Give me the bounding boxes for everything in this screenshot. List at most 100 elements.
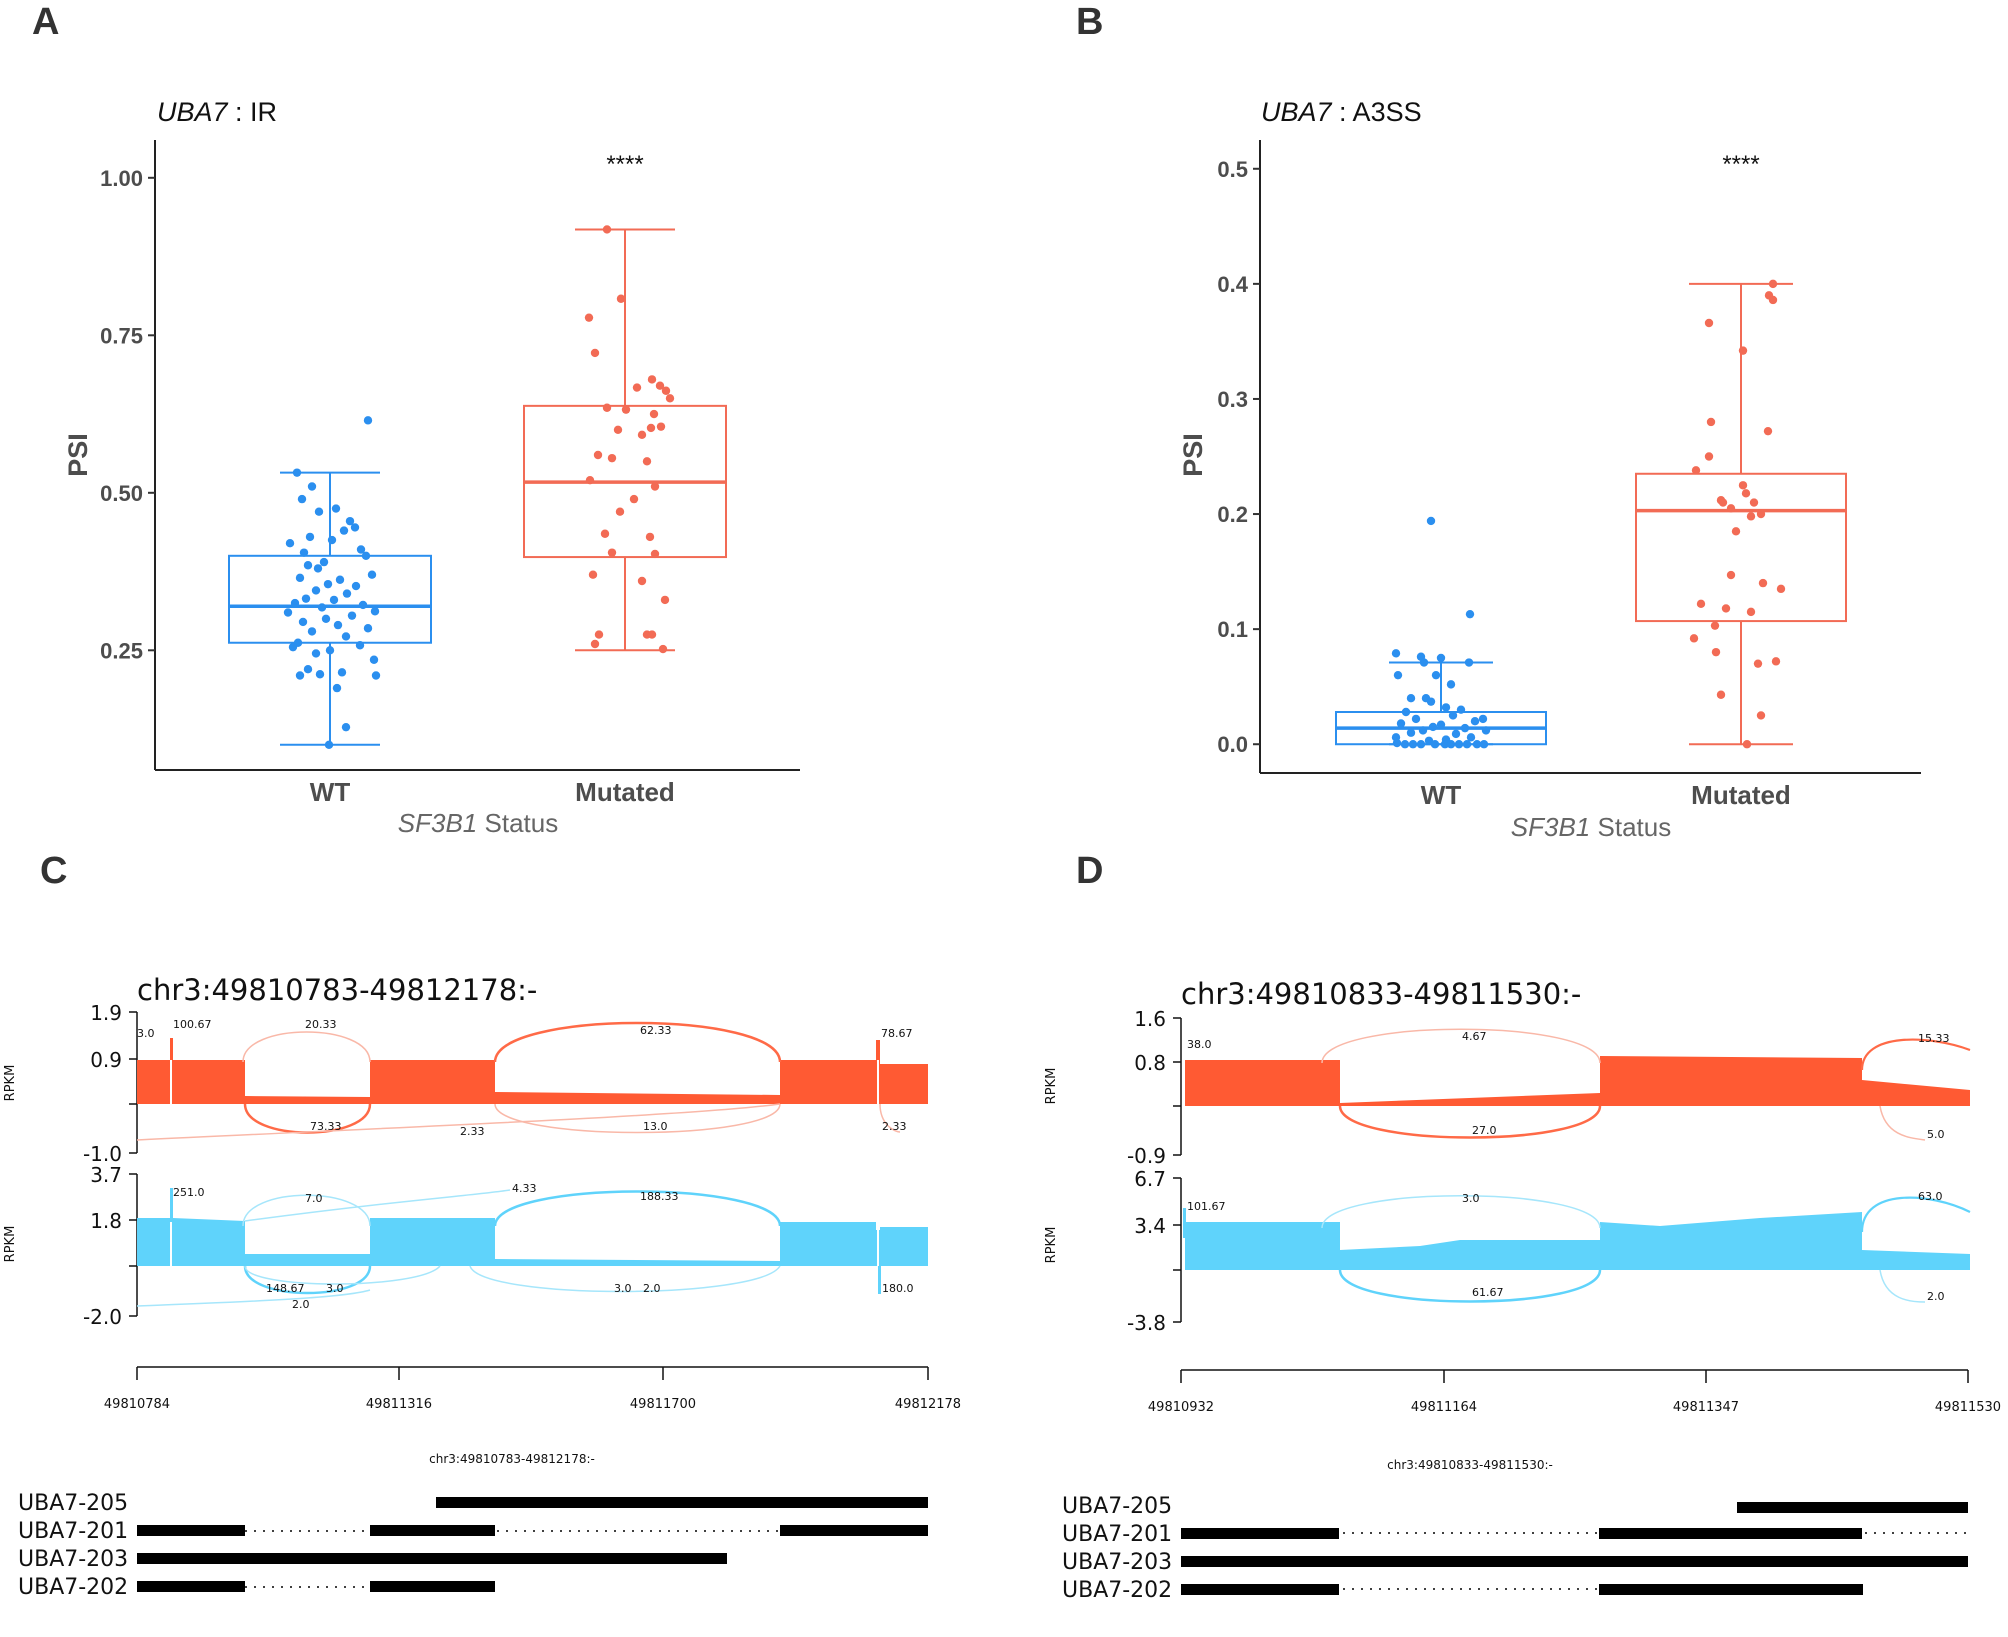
isoform-label: UBA7-203 — [1062, 1550, 1172, 1575]
exon-bar — [1181, 1528, 1339, 1539]
significance-a: **** — [606, 151, 643, 178]
data-point — [1460, 723, 1470, 733]
points-b — [1391, 279, 1786, 749]
data-point — [301, 594, 311, 603]
coverage-spike — [1183, 1208, 1186, 1238]
data-point — [607, 548, 617, 557]
panel-letter-b: B — [1076, 1, 1103, 43]
data-point — [1406, 728, 1416, 737]
data-point — [1478, 714, 1488, 724]
junction-arc — [244, 1265, 441, 1285]
data-point — [658, 644, 668, 654]
data-point — [1411, 714, 1421, 724]
data-point — [1726, 504, 1736, 513]
data-point — [339, 526, 349, 535]
junction-label: 2.33 — [460, 1125, 485, 1138]
data-point — [1481, 726, 1491, 735]
panel-letter-d: D — [1076, 850, 1103, 892]
data-point — [1451, 729, 1461, 739]
junction-arc — [243, 1103, 372, 1134]
track-tick-label: 0.9 — [90, 1048, 122, 1072]
region-title-d: chr3:49810833-49811530:- — [1181, 977, 1581, 1011]
data-point — [1466, 733, 1476, 742]
data-point — [646, 423, 656, 433]
data-point — [629, 494, 639, 504]
x-title-rest-a: Status — [477, 808, 558, 838]
data-point — [1742, 740, 1752, 749]
junction-label: 2.33 — [882, 1120, 907, 1133]
data-point — [1408, 740, 1418, 749]
data-point — [1756, 509, 1766, 519]
data-point — [1419, 658, 1429, 667]
junction-label: 15.33 — [1918, 1032, 1950, 1045]
track-tick-label: -2.0 — [83, 1305, 122, 1329]
junction-arc — [879, 1103, 901, 1133]
data-point — [1391, 649, 1401, 658]
junction-label: 62.33 — [640, 1024, 672, 1037]
plot-title-b: UBA7 : A3SS — [1261, 97, 1422, 127]
data-point — [649, 409, 659, 419]
junction-arc — [1860, 1038, 1971, 1071]
data-point — [299, 548, 309, 557]
title-gene-b: UBA7 — [1261, 97, 1333, 127]
data-point — [1721, 604, 1731, 613]
box-wt — [228, 471, 432, 746]
data-point — [661, 386, 671, 395]
isoform-label: UBA7-205 — [18, 1491, 128, 1516]
isoform-label: UBA7-201 — [1062, 1522, 1172, 1547]
data-point — [315, 670, 325, 679]
junction-label: 61.67 — [1472, 1286, 1504, 1299]
data-point — [332, 683, 342, 693]
rpkm-label: RPKM — [3, 1226, 18, 1263]
junction-label: 20.33 — [305, 1018, 337, 1031]
data-point — [363, 416, 373, 425]
exon-bar — [370, 1581, 495, 1592]
data-point — [292, 468, 302, 477]
junction-label: 188.33 — [640, 1190, 679, 1203]
data-point — [1711, 647, 1721, 657]
data-point — [621, 405, 631, 414]
data-point — [290, 598, 300, 608]
data-point — [371, 671, 381, 680]
rpkm-label: RPKM — [1044, 1227, 1059, 1264]
x-title-rest-b: Status — [1590, 812, 1671, 842]
data-point — [1430, 740, 1440, 749]
data-point — [297, 494, 307, 504]
data-point — [1446, 680, 1456, 689]
box-rect — [1635, 472, 1847, 623]
data-point — [313, 564, 323, 573]
exon-bar — [436, 1497, 928, 1508]
data-point — [1436, 720, 1446, 729]
data-point — [285, 539, 295, 548]
data-point — [327, 535, 337, 545]
data-point — [355, 641, 365, 650]
data-point — [613, 425, 623, 434]
y-tick-label: 0.5 — [1217, 157, 1248, 182]
coord-tick-label: 49811700 — [630, 1397, 696, 1412]
region-title-c: chr3:49810783-49812178:- — [137, 973, 537, 1007]
coord-region-label: chr3:49810783-49812178:- — [429, 1452, 595, 1466]
data-point — [1731, 527, 1741, 536]
exon-bar — [1737, 1502, 1968, 1513]
rpkm-label: RPKM — [1044, 1068, 1059, 1105]
junction-label: 5.0 — [1927, 1128, 1945, 1141]
data-point — [1691, 466, 1701, 475]
data-point — [1392, 738, 1402, 748]
data-point — [283, 608, 293, 617]
significance-b: **** — [1722, 151, 1759, 178]
y-tick-label: 0.25 — [100, 638, 143, 663]
junction-label: 38.0 — [1187, 1038, 1212, 1051]
track-tick-label: -0.9 — [1127, 1144, 1166, 1168]
exon-bar — [1181, 1584, 1339, 1595]
y-tick-label: 0.75 — [100, 323, 143, 348]
data-point — [650, 549, 660, 559]
junction-label: 27.0 — [1472, 1124, 1497, 1137]
junction-label: 4.33 — [512, 1182, 537, 1195]
junction-label: 63.0 — [1918, 1190, 1943, 1203]
data-point — [1426, 516, 1436, 526]
data-point — [1776, 584, 1786, 594]
data-point — [585, 476, 595, 485]
isoform-label: UBA7-202 — [18, 1575, 128, 1600]
data-point — [632, 383, 642, 392]
data-point — [337, 668, 347, 677]
